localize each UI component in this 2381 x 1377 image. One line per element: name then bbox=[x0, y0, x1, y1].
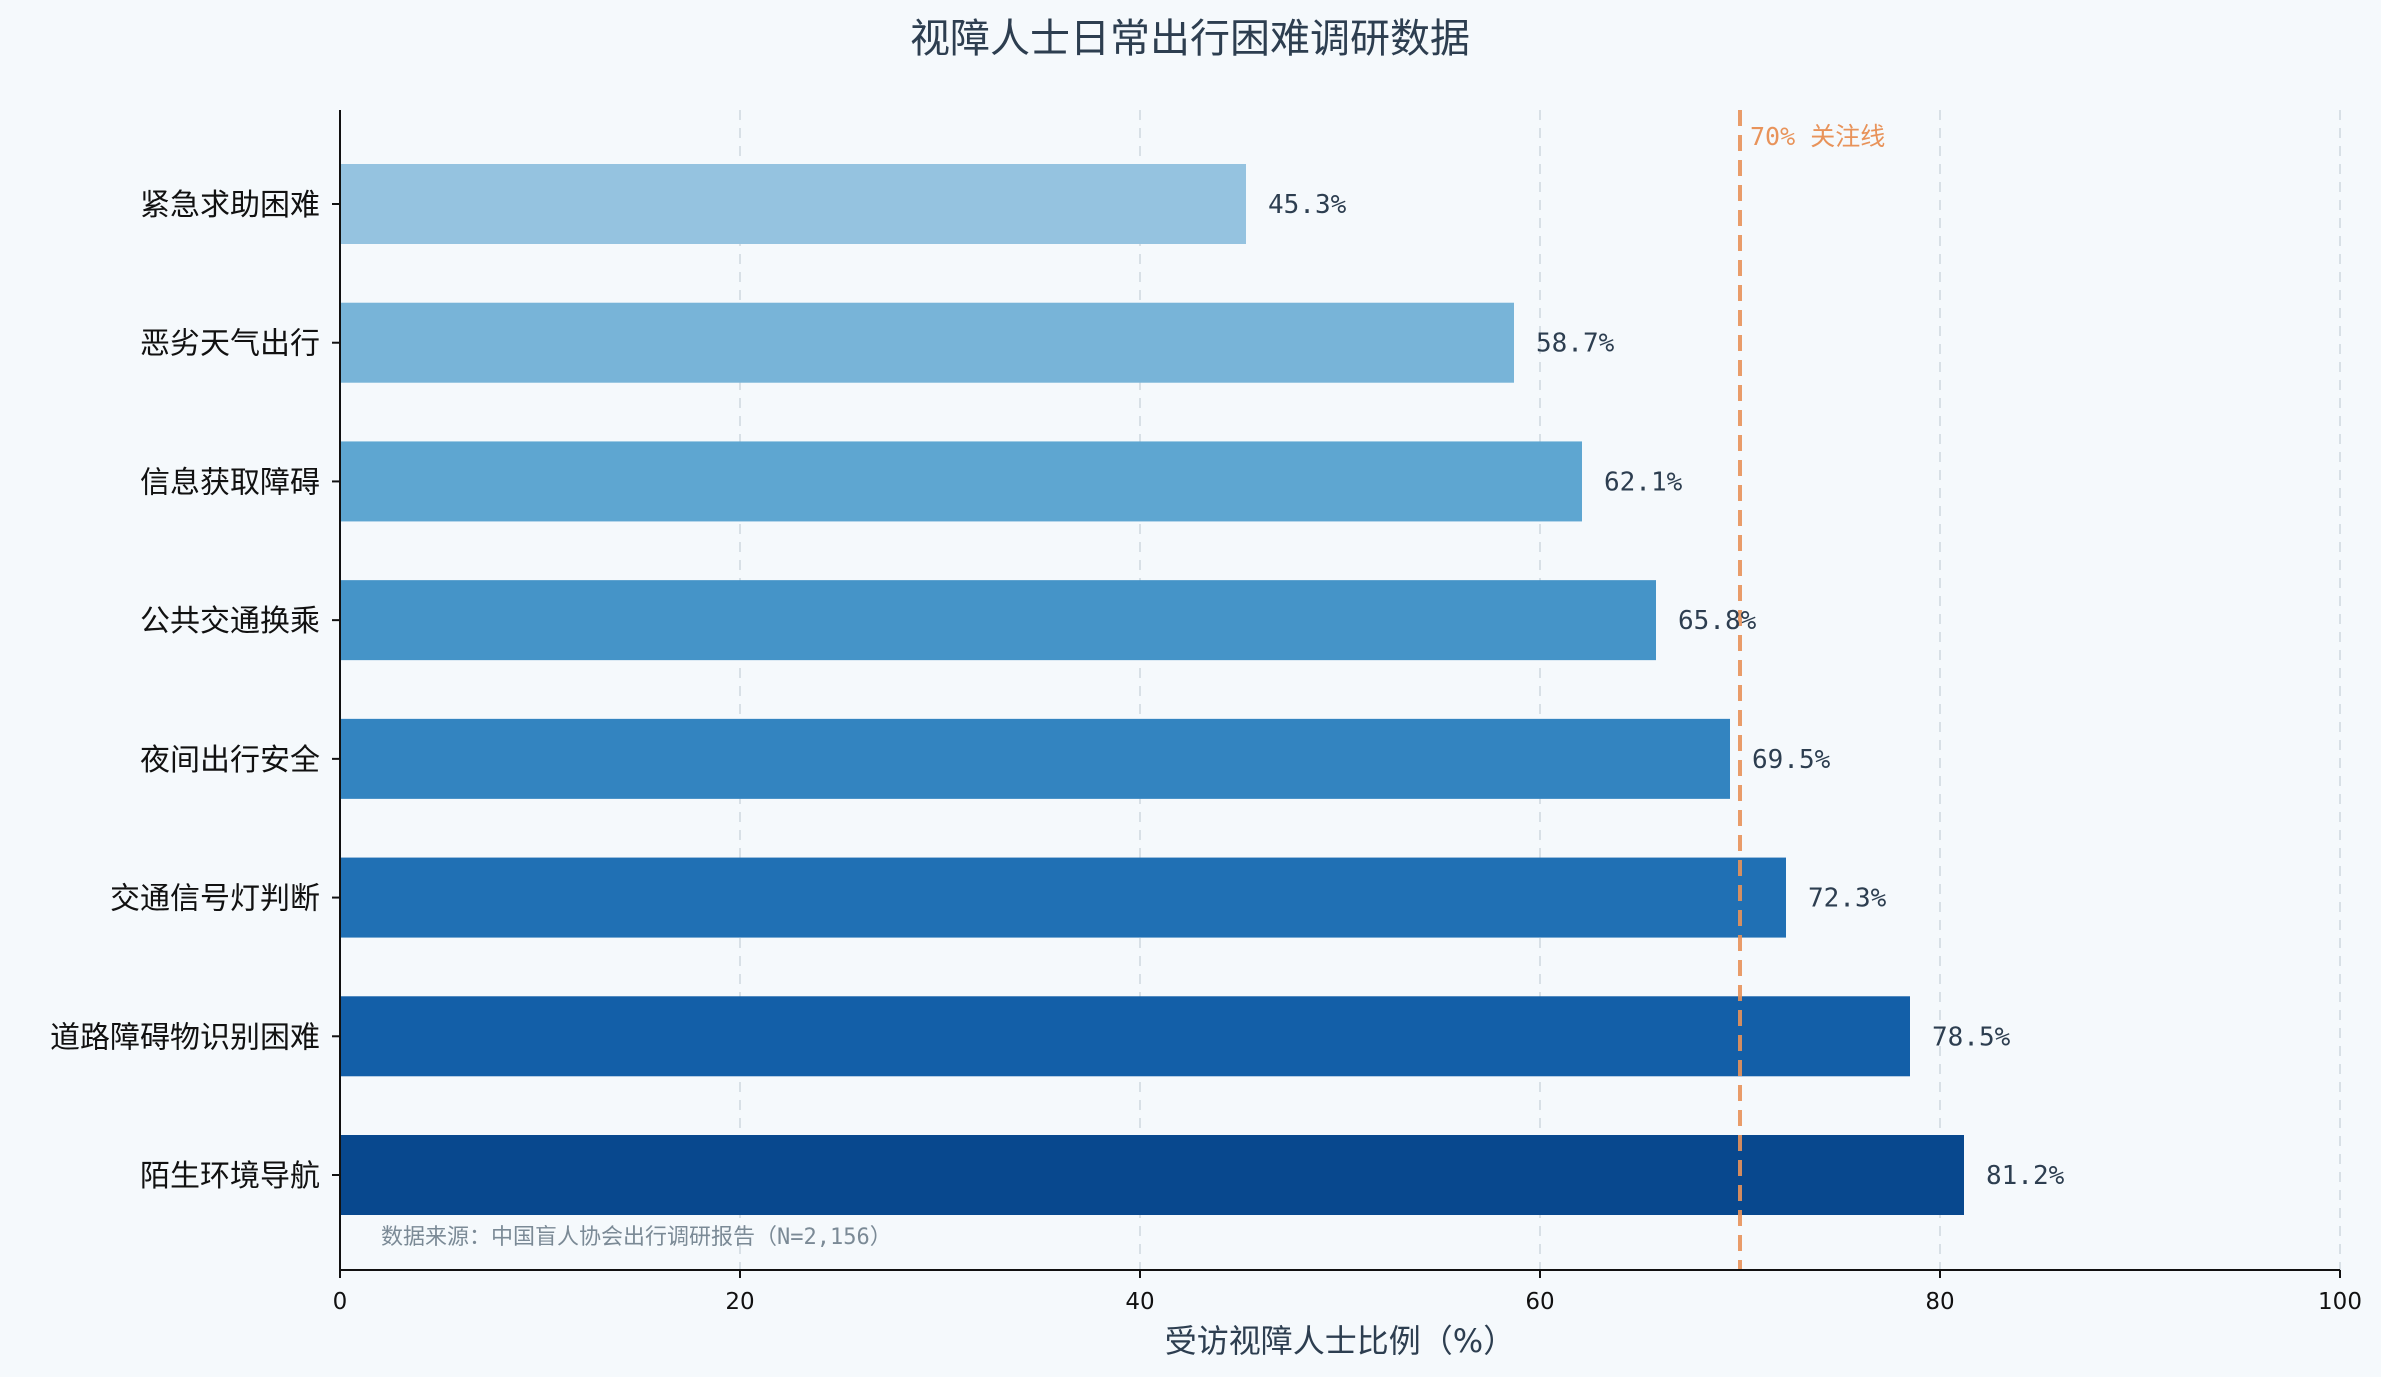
category-label: 恶劣天气出行 bbox=[140, 327, 320, 362]
chart-title: 视障人士日常出行困难调研数据 bbox=[910, 16, 1470, 62]
bar-value-label: 72.3% bbox=[1808, 884, 1887, 914]
category-label: 公共交通换乘 bbox=[140, 604, 320, 639]
x-tick-label: 60 bbox=[1525, 1289, 1554, 1315]
bars bbox=[340, 164, 1964, 1215]
bar bbox=[340, 857, 1786, 938]
bar-value-label: 45.3% bbox=[1268, 190, 1347, 220]
category-label: 紧急求助困难 bbox=[140, 188, 320, 223]
bar bbox=[340, 718, 1730, 799]
data-source-annotation: 数据来源：中国盲人协会出行调研报告（N=2,156） bbox=[381, 1225, 892, 1250]
category-label: 夜间出行安全 bbox=[140, 743, 320, 778]
grid-lines bbox=[739, 110, 2341, 1270]
reference-line-label: 70% 关注线 bbox=[1750, 122, 1885, 151]
bar bbox=[340, 164, 1246, 244]
bar-value-label: 65.8% bbox=[1678, 606, 1757, 636]
bar bbox=[340, 996, 1910, 1077]
bar-value-label: 62.1% bbox=[1604, 467, 1683, 497]
category-label: 陌生环境导航 bbox=[140, 1159, 320, 1194]
x-tick-label: 80 bbox=[1925, 1289, 1954, 1315]
x-tick-label: 0 bbox=[333, 1289, 348, 1315]
bar bbox=[340, 441, 1582, 522]
x-axis-label: 受访视障人士比例（%） bbox=[1165, 1322, 1515, 1360]
bar bbox=[340, 302, 1514, 383]
bar-value-label: 81.2% bbox=[1986, 1161, 2065, 1191]
x-tick-label: 40 bbox=[1125, 1289, 1154, 1315]
bar-value-label: 69.5% bbox=[1752, 745, 1831, 775]
bar bbox=[340, 1135, 1964, 1215]
x-tick-label: 20 bbox=[725, 1289, 754, 1315]
category-label: 信息获取障碍 bbox=[140, 465, 320, 500]
bar-value-label: 58.7% bbox=[1536, 329, 1615, 359]
category-label: 道路障碍物识别困难 bbox=[50, 1020, 320, 1055]
axes bbox=[339, 110, 2340, 1271]
x-tick-label: 100 bbox=[2318, 1289, 2362, 1315]
labels: 45.3% 紧急求助困难 58.7% 恶劣天气出行 62.1% 信息获取障碍 65.8% 公共… bbox=[50, 188, 2362, 1315]
bar-value-label: 78.5% bbox=[1932, 1022, 2011, 1052]
bar bbox=[340, 580, 1656, 661]
reference-line-group: 70% 关注线 bbox=[1738, 110, 1885, 1270]
category-label: 交通信号灯判断 bbox=[110, 882, 320, 917]
